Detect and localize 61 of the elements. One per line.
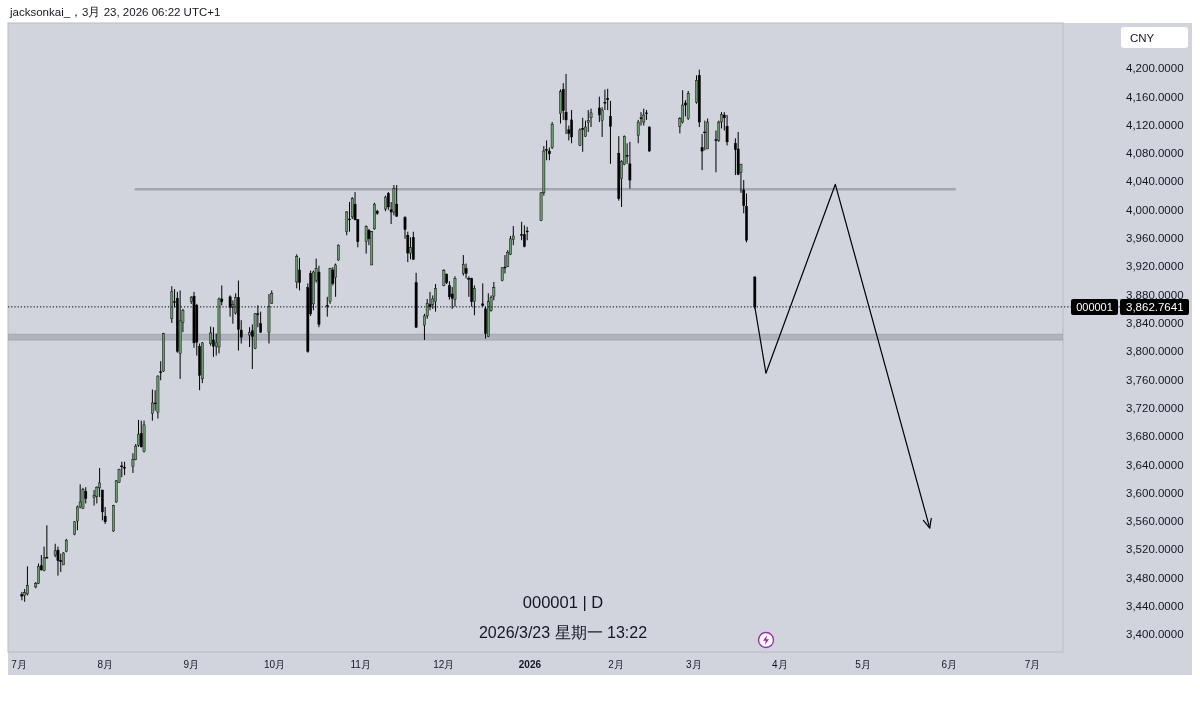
y-tick-label: 3,920.0000 (1126, 260, 1184, 273)
candlestick (348, 201, 351, 233)
candlestick (76, 505, 79, 531)
y-tick-label: 3,760.0000 (1126, 373, 1184, 386)
y-tick-label: 4,000.0000 (1126, 203, 1184, 216)
y-tick-label: 3,440.0000 (1126, 600, 1184, 613)
y-tick-label: 3,840.0000 (1126, 317, 1184, 329)
candlestick (412, 231, 415, 261)
y-tick-label: 3,520.0000 (1126, 543, 1184, 556)
y-tick-label: 4,040.0000 (1126, 175, 1184, 188)
candlestick (586, 109, 590, 133)
candlestick (56, 546, 60, 577)
candlestick (628, 141, 632, 190)
y-tick-label: 3,640.0000 (1126, 458, 1184, 471)
text: 2026/3/23 星期一 13:22 (478, 623, 648, 641)
x-tick-label: 2026 (518, 658, 542, 670)
y-tick-label: 3,680.0000 (1126, 430, 1184, 443)
text: 000001 | D (522, 593, 604, 611)
x-tick-label: 12月 (433, 658, 455, 670)
candlestick (334, 263, 337, 298)
text: jacksonkai_，3月 23, 2026 06:22 UTC+1 (9, 6, 221, 18)
y-tick-label: 4,120.0000 (1126, 118, 1184, 131)
candlestick (609, 100, 612, 165)
candlestick (589, 108, 593, 128)
y-tick-label: 3,880.0000 (1126, 288, 1184, 301)
x-tick-label: 7月 (11, 658, 27, 670)
x-tick-label: 4月 (772, 658, 788, 670)
candlestick (606, 88, 610, 111)
candlestick (248, 326, 251, 348)
candlestick (409, 236, 412, 260)
candlestick (706, 118, 709, 150)
candlestick (461, 254, 465, 277)
y-tick-label: 4,200.0000 (1126, 62, 1184, 75)
x-tick-label: 3月 (685, 658, 702, 670)
candlestick (92, 489, 96, 507)
x-tick-label: 2月 (608, 658, 624, 670)
x-tick-label: 8月 (97, 658, 113, 670)
y-tick-label: 3,480.0000 (1126, 571, 1184, 584)
y-tick-label: 3,800.0000 (1126, 345, 1184, 358)
x-tick-label: 6月 (941, 658, 957, 670)
y-tick-label: 4,080.0000 (1126, 147, 1184, 160)
candlestick (151, 389, 154, 422)
x-tick-label: 10月 (263, 658, 286, 670)
y-tick-label: 3,400.0000 (1126, 628, 1184, 641)
ref-line-label: 3,862.7641 (1126, 300, 1184, 313)
y-tick-label: 3,960.0000 (1126, 232, 1184, 245)
y-tick-label: 3,600.0000 (1126, 486, 1184, 499)
candlestick (550, 121, 554, 150)
y-tick-label: 3,560.0000 (1126, 515, 1184, 528)
candlestick (20, 591, 24, 601)
candlestick (212, 326, 215, 358)
y-axis-title: CNY (1130, 31, 1155, 44)
candlestick (298, 257, 301, 291)
candlestick (725, 114, 729, 146)
x-tick-label: 7月 (1024, 658, 1041, 670)
text: 000001 (1076, 300, 1113, 313)
y-tick-label: 3,720.0000 (1126, 401, 1184, 414)
x-tick-label: 5月 (855, 658, 871, 670)
x-tick-label: 9月 (183, 658, 200, 670)
y-tick-label: 4,160.0000 (1126, 90, 1184, 103)
x-tick-label: 11月 (350, 658, 371, 670)
